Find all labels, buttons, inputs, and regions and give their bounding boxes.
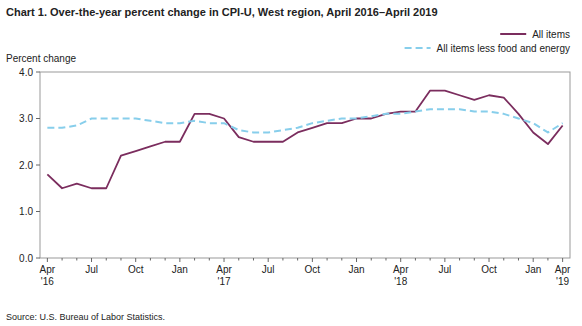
y-axis-label: Percent change <box>6 53 76 64</box>
x-minor-tick <box>106 258 107 261</box>
x-minor-tick <box>430 258 431 261</box>
y-tick-label: 0.0 <box>19 253 33 264</box>
x-tick-label: Oct <box>128 264 144 275</box>
y-tick-label: 1.0 <box>19 206 33 217</box>
x-minor-tick <box>547 258 548 261</box>
y-tick-label: 2.0 <box>19 160 33 171</box>
y-tick <box>36 118 40 119</box>
y-tick-label: 4.0 <box>19 67 33 78</box>
plot-area <box>47 91 562 189</box>
x-tick-label: Oct <box>305 264 321 275</box>
x-minor-tick <box>503 258 504 261</box>
x-minor-tick <box>474 258 475 261</box>
series-line <box>47 91 562 189</box>
x-minor-tick <box>253 258 254 261</box>
x-tick-label: Apr'16 <box>40 264 56 287</box>
legend: All items All items less food and energy <box>405 29 570 54</box>
y-tick <box>36 258 40 259</box>
x-minor-tick <box>385 258 386 261</box>
x-minor-tick <box>371 258 372 261</box>
x-tick-label: Apr'18 <box>393 264 409 287</box>
x-tick <box>400 258 401 262</box>
title: Chart 1. Over-the-year percent change in… <box>6 6 438 18</box>
x-minor-tick <box>415 258 416 261</box>
series-line <box>47 109 562 132</box>
x-tick-label: Jul <box>85 264 98 275</box>
x-minor-tick <box>76 258 77 261</box>
x-tick-label: Jul <box>438 264 451 275</box>
source-note: Source: U.S. Bureau of Labor Statistics. <box>6 312 165 322</box>
x-tick <box>47 258 48 262</box>
x-tick-label: Jan <box>348 264 364 275</box>
x-minor-tick <box>297 258 298 261</box>
x-tick <box>356 258 357 262</box>
x-minor-tick <box>282 258 283 261</box>
y-tick <box>36 211 40 212</box>
x-minor-tick <box>518 258 519 261</box>
x-minor-tick <box>62 258 63 261</box>
x-tick-label: Jul <box>262 264 275 275</box>
x-minor-tick <box>194 258 195 261</box>
y-tick-label: 3.0 <box>19 113 33 124</box>
legend-label: All items less food and energy <box>437 43 570 54</box>
y-tick <box>36 72 40 73</box>
x-tick <box>179 258 180 262</box>
x-tick <box>562 258 563 262</box>
x-minor-tick <box>209 258 210 261</box>
x-tick-label: Jan <box>172 264 188 275</box>
plot-frame <box>40 72 570 258</box>
x-tick-label: Apr'19 <box>555 264 571 287</box>
x-tick <box>135 258 136 262</box>
x-tick-label: Apr'17 <box>216 264 232 287</box>
x-minor-tick <box>165 258 166 261</box>
x-tick <box>91 258 92 262</box>
x-minor-tick <box>120 258 121 261</box>
x-tick <box>268 258 269 262</box>
x-minor-tick <box>150 258 151 261</box>
chart: Chart 1. Over-the-year percent change in… <box>0 0 582 326</box>
x-tick-label: Oct <box>481 264 497 275</box>
x-minor-tick <box>341 258 342 261</box>
legend-swatch <box>405 47 431 49</box>
x-tick <box>533 258 534 262</box>
x-minor-tick <box>459 258 460 261</box>
x-tick <box>312 258 313 262</box>
x-minor-tick <box>327 258 328 261</box>
x-tick <box>489 258 490 262</box>
x-tick <box>224 258 225 262</box>
y-tick <box>36 165 40 166</box>
x-tick-label: Jan <box>525 264 541 275</box>
legend-label: All items <box>532 29 570 40</box>
x-tick <box>444 258 445 262</box>
legend-swatch <box>500 33 526 35</box>
x-minor-tick <box>238 258 239 261</box>
